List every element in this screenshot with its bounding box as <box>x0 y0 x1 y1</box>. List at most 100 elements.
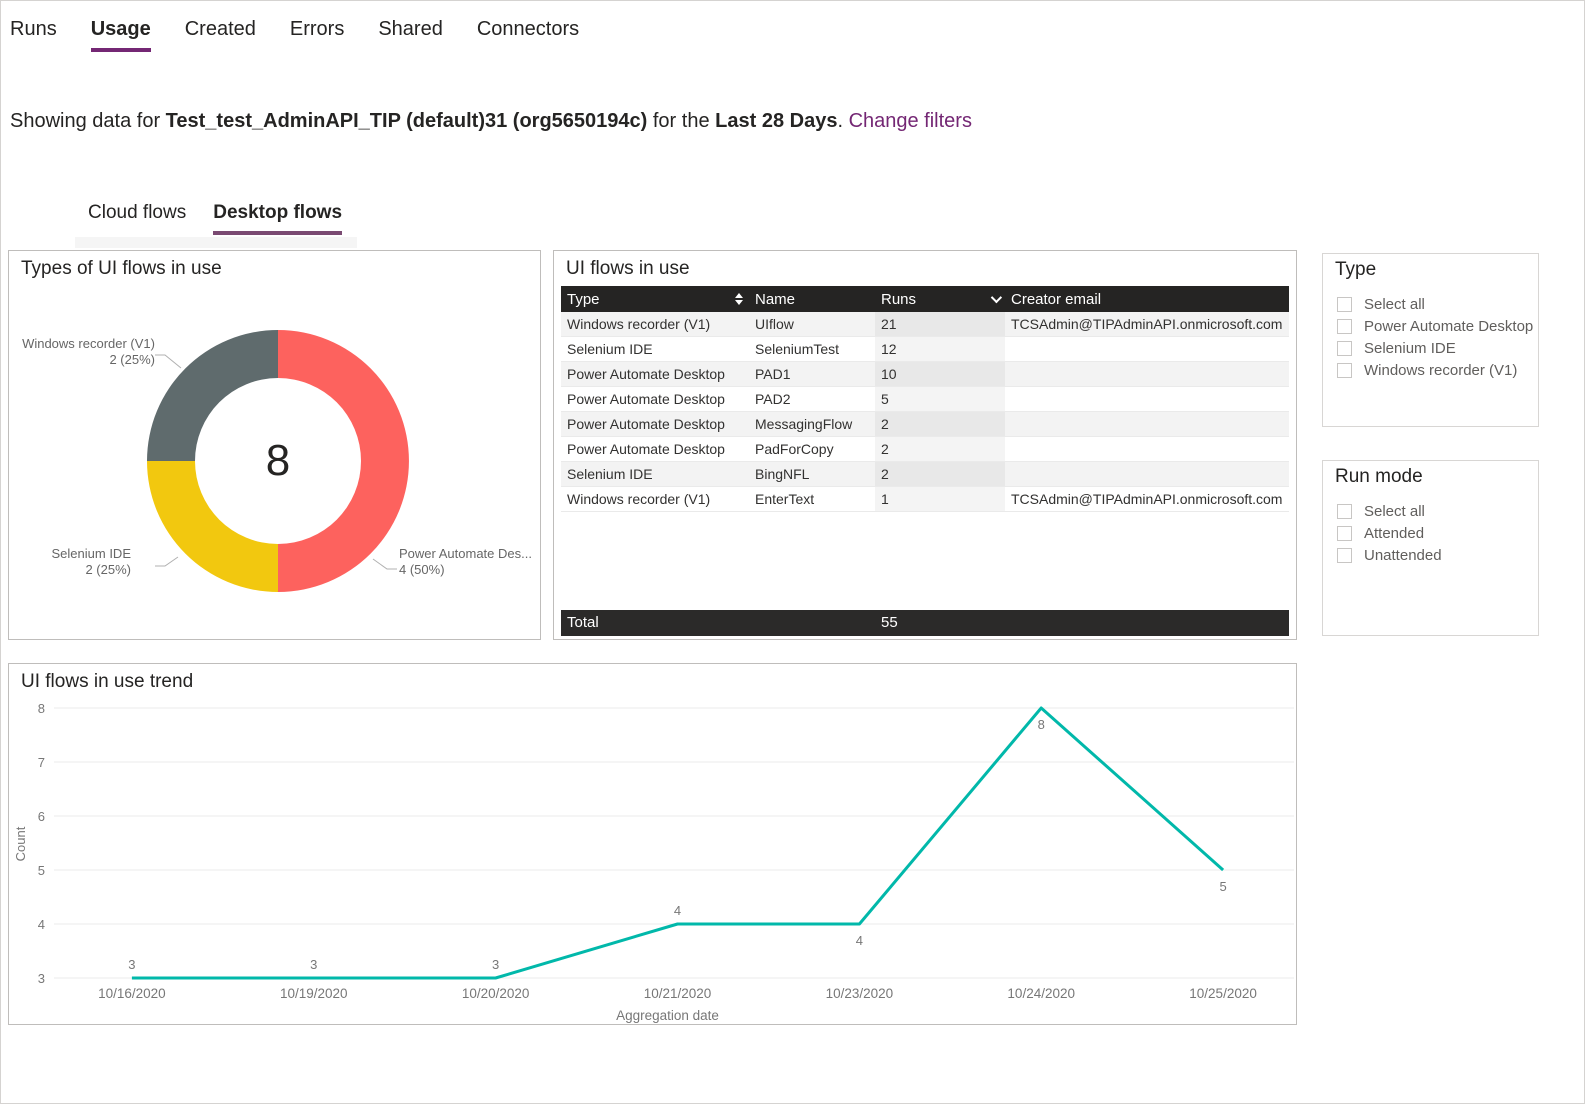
total-label: Total <box>567 614 599 631</box>
date-range: Last 28 Days <box>715 110 838 132</box>
tab-cloud-flows[interactable]: Cloud flows <box>88 202 187 223</box>
x-axis-title: Aggregation date <box>616 1008 719 1023</box>
y-axis-title: Count <box>13 826 28 861</box>
tab-created[interactable]: Created <box>184 18 256 40</box>
donut-label-value: 4 (50%) <box>399 562 445 577</box>
chevron-down-icon[interactable] <box>990 291 1003 304</box>
tab-desktop-flows[interactable]: Desktop flows <box>213 202 343 235</box>
top-tab-bar: Runs Usage Created Errors Shared Connectors <box>10 18 579 52</box>
data-label: 4 <box>856 933 863 948</box>
x-tick-label: 10/25/2020 <box>1189 986 1257 1001</box>
column-header-runs[interactable]: Runs <box>875 286 1005 312</box>
donut-label-power-automate-desktop: Power Automate Des... 4 (50%) <box>399 546 541 578</box>
checkbox-unchecked[interactable] <box>1337 503 1352 519</box>
data-label: 3 <box>310 957 317 972</box>
donut-slice-power-automate-desktop[interactable] <box>278 330 409 592</box>
cell-name: SeleniumTest <box>755 341 840 357</box>
trend-chart-card: UI flows in use trend 8 7 6 5 4 3 10/16/2020 10… <box>8 663 1297 1025</box>
checkbox-unchecked[interactable] <box>1337 318 1352 334</box>
donut-label-selenium-ide: Selenium IDE 2 (25%) <box>9 546 131 578</box>
checkbox-label: Attended <box>1364 524 1425 542</box>
tab-shared[interactable]: Shared <box>378 18 443 40</box>
table-row-padforcopy[interactable]: Power Automate Desktop PadForCopy 2 <box>561 437 1289 462</box>
cell-name: EnterText <box>755 491 815 507</box>
table-row-uiflow[interactable]: Windows recorder (V1) UIflow 21 TCSAdmin@TI… <box>561 312 1289 337</box>
donut-label-value: 2 (25%) <box>85 562 131 577</box>
checkbox-unchecked[interactable] <box>1337 340 1352 356</box>
type-filter-options: Select all Power Automate Desktop Selenium… <box>1337 293 1533 381</box>
cell-creator_email: TCSAdmin@TIPAdminAPI.onmicrosoft.com <box>1011 491 1283 507</box>
table-row-seleniumtest[interactable]: Selenium IDE SeleniumTest 12 <box>561 337 1289 362</box>
donut-callout-line <box>372 558 397 570</box>
checkbox-option-power-automate-desktop[interactable]: Power Automate Desktop <box>1337 315 1533 337</box>
table-row-bingnfl[interactable]: Selenium IDE BingNFL 2 <box>561 462 1289 487</box>
checkbox-unchecked[interactable] <box>1337 362 1352 378</box>
environment-name: Test_test_AdminAPI_TIP (default)31 (org5… <box>165 110 648 132</box>
cell-runs: 1 <box>875 487 1005 511</box>
tabstrip-background <box>75 237 357 248</box>
flows-table-card: UI flows in use Type Name Runs Creator emai… <box>553 250 1297 640</box>
cell-runs: 10 <box>875 362 1005 386</box>
table-row-pad1[interactable]: Power Automate Desktop PAD1 10 <box>561 362 1289 387</box>
x-tick-label: 10/16/2020 <box>98 986 166 1001</box>
data-label: 4 <box>674 903 681 918</box>
donut-callout-line <box>155 556 179 567</box>
donut-callout-line <box>155 354 182 369</box>
checkbox-unchecked[interactable] <box>1337 525 1352 541</box>
tab-connectors[interactable]: Connectors <box>476 18 580 40</box>
cell-runs: 5 <box>875 387 1005 411</box>
donut-label-text: Power Automate Des... <box>399 546 532 561</box>
type-filter-title: Type <box>1335 259 1377 280</box>
cell-runs: 2 <box>875 412 1005 436</box>
checkbox-label: Selenium IDE <box>1364 339 1456 357</box>
cell-type: Selenium IDE <box>567 466 653 482</box>
cell-runs: 2 <box>875 462 1005 486</box>
cell-runs: 21 <box>875 312 1005 336</box>
type-filter-panel: Type Select all Power Automate Desktop Sel… <box>1322 253 1539 427</box>
table-row-entertext[interactable]: Windows recorder (V1) EnterText 1 TCSAdmin@… <box>561 487 1289 512</box>
donut-slice-windows-recorder-v1[interactable] <box>147 330 278 461</box>
cell-name: PadForCopy <box>755 441 834 457</box>
column-header-label: Runs <box>881 290 917 308</box>
filter-summary-prefix: Showing data for <box>10 110 161 132</box>
checkbox-option-attended[interactable]: Attended <box>1337 522 1532 544</box>
cell-type: Power Automate Desktop <box>567 391 725 407</box>
column-header-label: Name <box>755 290 796 308</box>
donut-slice-selenium-ide[interactable] <box>147 461 278 592</box>
data-label: 3 <box>492 957 499 972</box>
column-header-creator-email[interactable]: Creator email <box>1005 286 1289 312</box>
filter-summary: Showing data for Test_test_AdminAPI_TIP … <box>10 110 972 133</box>
cell-type: Selenium IDE <box>567 341 653 357</box>
cell-type: Power Automate Desktop <box>567 416 725 432</box>
tab-errors[interactable]: Errors <box>289 18 345 40</box>
column-header-type[interactable]: Type <box>561 286 749 312</box>
x-tick-label: 10/23/2020 <box>826 986 894 1001</box>
data-label: 8 <box>1038 717 1045 732</box>
y-tick-label: 6 <box>38 809 45 824</box>
cell-runs: 2 <box>875 437 1005 461</box>
y-tick-label: 4 <box>38 917 45 932</box>
checkbox-option-select-all[interactable]: Select all <box>1337 293 1532 315</box>
checkbox-label: Select all <box>1364 502 1425 520</box>
x-tick-label: 10/20/2020 <box>462 986 530 1001</box>
sort-both-icon[interactable] <box>735 293 743 305</box>
table-row-pad2[interactable]: Power Automate Desktop PAD2 5 <box>561 387 1289 412</box>
cell-name: UIflow <box>755 316 794 332</box>
checkbox-option-windows-recorder-v1[interactable]: Windows recorder (V1) <box>1337 359 1532 381</box>
cell-type: Power Automate Desktop <box>567 366 725 382</box>
checkbox-unchecked[interactable] <box>1337 547 1352 563</box>
tab-usage[interactable]: Usage <box>90 18 151 52</box>
table-row-messagingflow[interactable]: Power Automate Desktop MessagingFlow 2 <box>561 412 1289 437</box>
checkbox-unchecked[interactable] <box>1337 296 1352 312</box>
checkbox-option-selenium-ide[interactable]: Selenium IDE <box>1337 337 1532 359</box>
cell-name: MessagingFlow <box>755 416 853 432</box>
checkbox-option-unattended[interactable]: Unattended <box>1337 544 1532 566</box>
run-mode-filter-panel: Run mode Select all Attended Unattended <box>1322 460 1539 636</box>
donut-label-windows-recorder: Windows recorder (V1) 2 (25%) <box>9 336 155 368</box>
change-filters-link[interactable]: Change filters <box>848 110 972 132</box>
checkbox-option-select-all[interactable]: Select all <box>1337 500 1532 522</box>
trend-line-chart: 8 7 6 5 4 3 10/16/2020 10/19/2020 10/20/2020 10/2… <box>13 701 1294 1023</box>
column-header-name[interactable]: Name <box>749 286 875 312</box>
data-label: 5 <box>1219 879 1226 894</box>
tab-runs[interactable]: Runs <box>10 18 57 40</box>
